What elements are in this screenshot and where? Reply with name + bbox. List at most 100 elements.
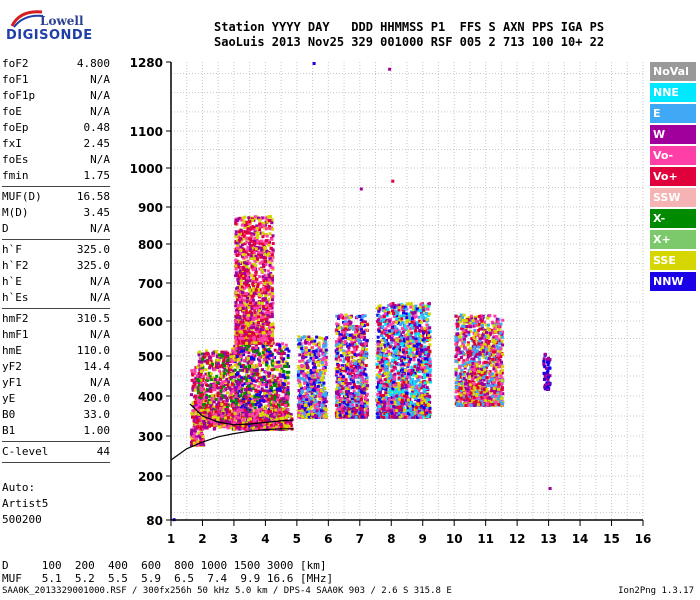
echo-point — [266, 374, 270, 378]
echo-point — [296, 373, 300, 377]
echo-point — [314, 355, 318, 359]
echo-point — [253, 394, 257, 398]
echo-point — [267, 332, 271, 336]
echo-point — [242, 253, 245, 257]
footer-version: Ion2Png 1.3.17 — [618, 586, 694, 596]
echo-point — [209, 372, 213, 376]
echo-point — [256, 397, 260, 400]
legend-item-x: X+ — [650, 230, 696, 251]
echo-point — [193, 368, 197, 372]
echo-point — [235, 365, 239, 369]
echo-point — [252, 357, 256, 361]
echo-point — [236, 277, 240, 281]
echo-point — [283, 418, 287, 422]
echo-point — [271, 378, 275, 382]
echo-point — [225, 369, 229, 373]
echo-point — [261, 235, 265, 239]
echo-point — [245, 388, 249, 392]
echo-point — [256, 283, 260, 287]
echo-point — [215, 374, 219, 378]
echo-point — [190, 431, 193, 435]
echo-point — [310, 400, 314, 404]
legend-item-noval: NoVal — [650, 62, 696, 83]
echo-point — [239, 279, 243, 283]
echo-point — [234, 336, 237, 340]
echo-point — [364, 364, 368, 367]
echo-point — [244, 400, 247, 404]
echo-point — [249, 363, 253, 366]
param-row: yE 20.0 — [2, 391, 110, 407]
echo-point — [222, 389, 226, 393]
echo-point — [239, 344, 243, 348]
echo-point — [255, 230, 259, 234]
echo-point — [281, 390, 285, 394]
echo-point — [265, 234, 269, 238]
echo-point — [218, 369, 222, 373]
echo-point — [249, 238, 253, 242]
echo-point — [237, 281, 240, 285]
echo-point — [318, 400, 322, 404]
echo-point — [284, 403, 287, 407]
echo-point — [257, 385, 260, 389]
echo-point — [227, 368, 231, 372]
echo-point — [275, 387, 279, 391]
echo-point — [248, 220, 252, 224]
echo-point — [240, 333, 243, 337]
echo-point — [221, 400, 225, 404]
echo-point — [306, 383, 310, 387]
echo-point — [300, 364, 304, 367]
echo-point — [267, 408, 271, 411]
echo-point — [220, 364, 224, 368]
echo-point — [361, 347, 364, 351]
echo-point — [258, 356, 262, 360]
echo-point — [267, 357, 271, 361]
echo-point — [247, 345, 251, 349]
echo-point — [264, 227, 268, 231]
echo-point — [217, 396, 221, 400]
echo-point — [271, 255, 275, 259]
echo-point — [222, 360, 226, 364]
echo-point — [251, 372, 255, 376]
legend-item-x: X- — [650, 209, 696, 230]
echo-point — [194, 437, 198, 441]
echo-point — [211, 376, 215, 380]
echo-point — [255, 393, 259, 397]
echo-point — [246, 420, 250, 424]
echo-point — [263, 378, 267, 381]
echo-point — [237, 387, 241, 390]
echo-point — [316, 360, 320, 364]
echo-point — [313, 404, 317, 407]
echo-point — [357, 365, 361, 369]
echo-point — [319, 409, 323, 413]
auto-label: Auto: — [2, 481, 36, 494]
echo-point — [264, 370, 268, 374]
echo-point — [241, 410, 245, 414]
echo-point — [339, 313, 343, 317]
echo-point — [320, 378, 324, 382]
echo-point — [207, 359, 211, 363]
echo-point — [221, 380, 224, 384]
param-value: N/A — [90, 73, 110, 86]
echo-point — [260, 379, 264, 383]
echo-point — [272, 404, 276, 408]
param-row: D N/A — [2, 221, 110, 237]
echo-point — [208, 401, 212, 405]
echo-point — [216, 355, 219, 358]
echo-point — [228, 393, 232, 397]
echo-point — [251, 282, 255, 286]
echo-point — [260, 339, 264, 343]
echo-point — [252, 335, 256, 339]
echo-point — [217, 353, 221, 357]
echo-point — [192, 441, 196, 445]
echo-point — [278, 398, 282, 402]
echo-point — [229, 373, 233, 377]
echo-point — [281, 374, 285, 378]
echo-point — [265, 397, 268, 401]
echo-point — [246, 227, 250, 231]
echo-point — [236, 358, 240, 362]
param-separator — [2, 462, 110, 463]
echo-point — [249, 234, 253, 238]
echo-point — [242, 272, 246, 275]
echo-point — [247, 390, 251, 394]
echo-point — [216, 394, 220, 397]
